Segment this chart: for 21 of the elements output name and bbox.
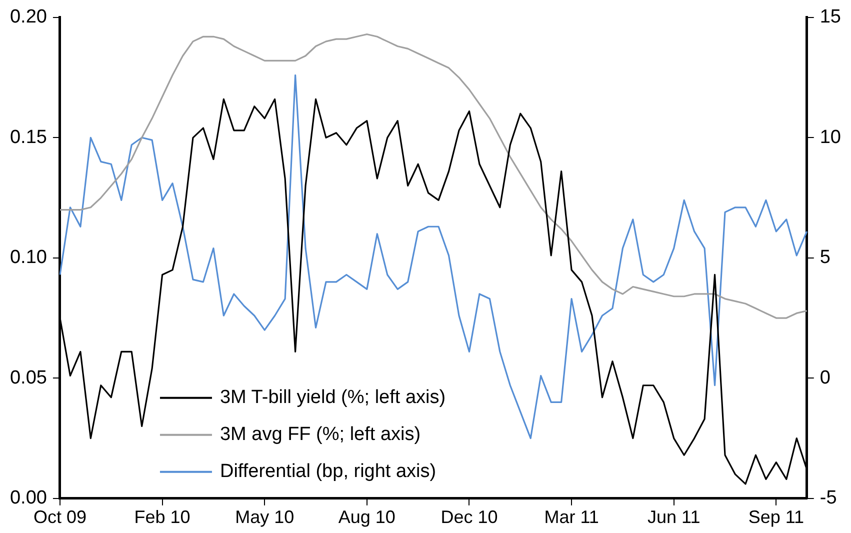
y2-tick-label: 0 bbox=[820, 367, 830, 388]
y2-tick-label: 15 bbox=[820, 6, 842, 28]
y-tick-label: 0.15 bbox=[10, 126, 47, 148]
x-tick-label: May 10 bbox=[235, 507, 294, 528]
y-tick-label: 0.20 bbox=[10, 6, 47, 28]
legend-label: Differential (bp, right axis) bbox=[220, 461, 436, 482]
y2-tick-label: 10 bbox=[820, 126, 842, 148]
x-tick-label: Sep 11 bbox=[748, 507, 804, 528]
x-tick-label: Oct 09 bbox=[33, 507, 86, 528]
x-tick-label: Aug 10 bbox=[338, 507, 396, 528]
legend-label: 3M avg FF (%; left axis) bbox=[220, 424, 421, 446]
y-tick-label: 0.00 bbox=[10, 488, 47, 509]
x-tick-label: Jun 11 bbox=[648, 507, 700, 528]
y2-tick-label: -5 bbox=[820, 488, 837, 509]
y-tick-label: 0.10 bbox=[10, 247, 47, 268]
x-tick-label: Mar 11 bbox=[544, 507, 599, 528]
x-tick-label: Feb 10 bbox=[134, 507, 190, 528]
legend-label: 3M T-bill yield (%; left axis) bbox=[220, 387, 446, 408]
x-tick-label: Dec 10 bbox=[440, 507, 498, 528]
y-tick-label: 0.05 bbox=[10, 367, 47, 388]
y2-tick-label: 5 bbox=[820, 247, 830, 268]
